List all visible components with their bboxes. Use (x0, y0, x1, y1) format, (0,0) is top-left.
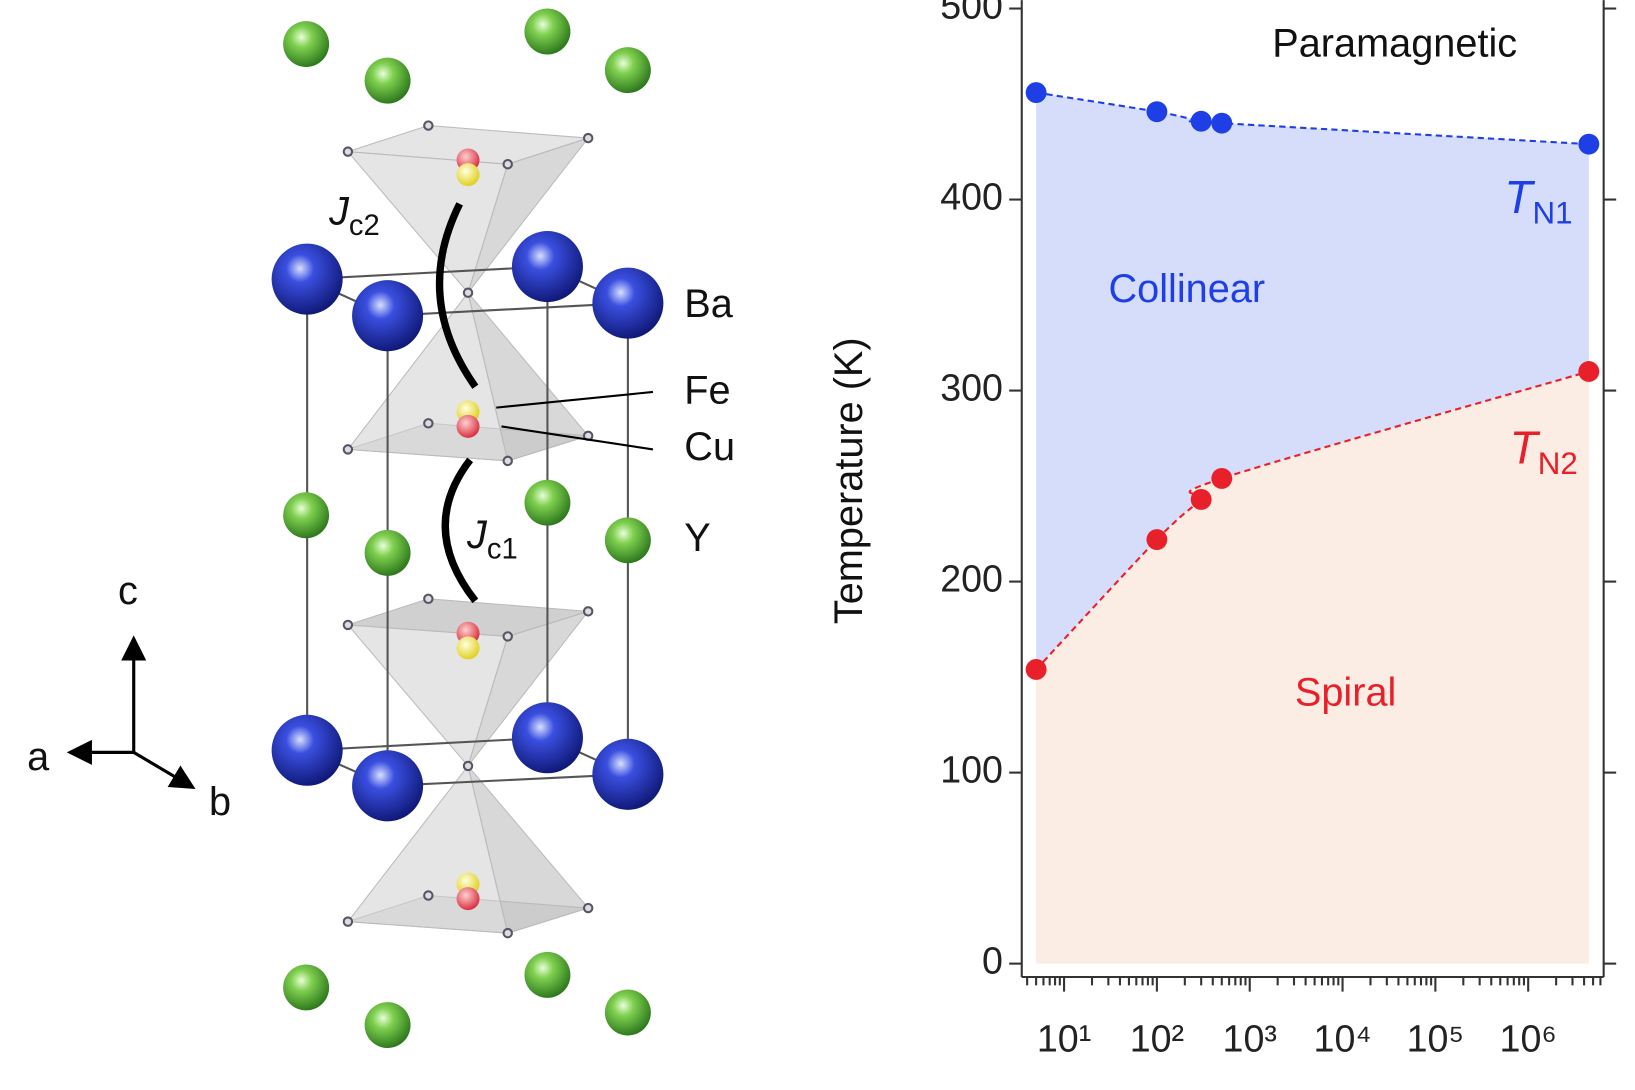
coupling-label: Jc2 (328, 190, 380, 242)
phase-boundary (1035, 91, 1589, 146)
y-tick-label: 200 (940, 558, 1003, 600)
atom-label: Ba (684, 282, 733, 326)
data-point (1578, 133, 1600, 155)
atom-label: Cu (684, 425, 735, 469)
atom-label: Y (684, 516, 710, 560)
x-tick-label: 10⁶ (1500, 1018, 1557, 1060)
series-label-symbol: T (1510, 422, 1541, 474)
ba-atoms (271, 231, 664, 822)
axes-triad (66, 635, 196, 790)
series-label-symbol: T (1504, 171, 1535, 223)
atom-label: Fe (684, 368, 730, 412)
x-tick-label: 10⁴ (1314, 1018, 1372, 1060)
region-label: Paramagnetic (1272, 22, 1517, 66)
x-tick-label: 10³ (1223, 1018, 1277, 1060)
pointer (501, 425, 654, 451)
axis-label: c (118, 569, 138, 613)
series-label: TN1 (1504, 171, 1572, 231)
coupling-arc (435, 202, 479, 389)
spiral-region (1036, 371, 1589, 964)
pointer (496, 390, 654, 409)
data-point (1146, 529, 1168, 551)
data-point (1025, 659, 1047, 680)
phase-boundary (1035, 370, 1590, 671)
region-label: Spiral (1295, 670, 1396, 714)
fe-cu-atoms (456, 148, 480, 911)
y-atoms (283, 8, 651, 1049)
y-tick-label: 100 (940, 749, 1003, 791)
crystal-structure: Ba Fe Cu Y Jc2 Jc1 c a b (27, 8, 735, 1049)
y-tick-label: 500 (940, 0, 1003, 26)
pyramid (467, 765, 590, 934)
data-point (1190, 489, 1212, 510)
y-tick-label: 300 (940, 367, 1003, 409)
data-point (1146, 101, 1168, 123)
y-axis-label: Temperature (K) (827, 337, 871, 624)
series-label-subscript: N1 (1532, 196, 1572, 231)
pyramid (467, 137, 590, 294)
collinear-region (1036, 92, 1589, 670)
series-label-subscript: N2 (1538, 446, 1578, 481)
x-tick-label: 10⁵ (1407, 1018, 1464, 1060)
axis-label: b (209, 780, 231, 824)
data-point (1025, 82, 1047, 104)
data-point (1578, 361, 1600, 382)
series-label: TN2 (1510, 422, 1578, 482)
data-point (1190, 110, 1212, 132)
y-tick-label: 400 (940, 175, 1003, 217)
x-tick-label: 10¹ (1037, 1018, 1091, 1060)
coupling-label: Jc1 (466, 514, 518, 566)
coupling-arc (441, 457, 479, 604)
x-tick-label: 10² (1130, 1018, 1184, 1060)
axis-label: a (27, 735, 50, 779)
phase-diagram: Temperature (K) 0 100 200 300 400 500 10¹ 10² 10… (827, 0, 1617, 1060)
data-point (1211, 467, 1233, 489)
data-point (1211, 112, 1233, 134)
region-label: Collinear (1108, 267, 1265, 311)
y-tick-label: 0 (982, 940, 1003, 982)
